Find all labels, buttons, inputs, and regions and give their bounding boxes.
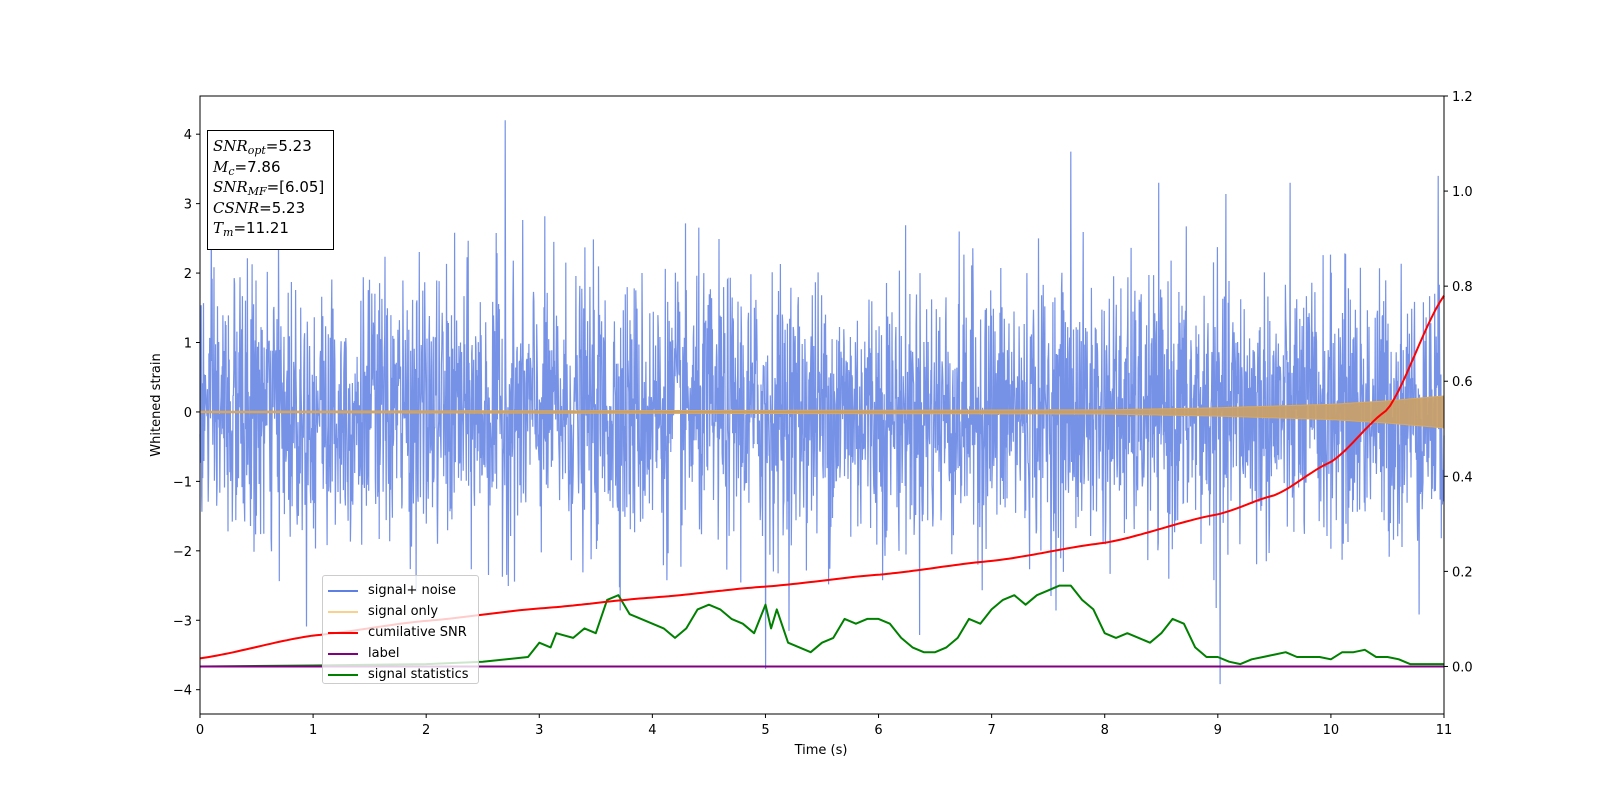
x-tick-label: 9 (1214, 723, 1222, 738)
legend: signal+ noise signal only cumilative SNR… (322, 575, 479, 684)
legend-swatch-signal-noise (328, 589, 358, 592)
x-tick-label: 4 (648, 723, 656, 738)
y2-tick-label: 0.6 (1452, 375, 1473, 390)
y-tick-label: 4 (184, 128, 192, 143)
legend-swatch-signal-only (328, 610, 358, 613)
legend-item-cumulative-snr: cumilative SNR (328, 622, 478, 643)
legend-label: signal only (368, 604, 439, 619)
x-axis: 0 1 2 3 4 5 6 7 8 9 10 11 (196, 714, 1452, 738)
signal-noise-line (199, 120, 1445, 685)
x-tick-label: 7 (987, 723, 995, 738)
legend-item-label: label (328, 643, 478, 664)
legend-item-signal-only: signal only (328, 601, 478, 622)
y-tick-label: 0 (184, 406, 192, 421)
legend-swatch-signal-statistics (328, 673, 358, 676)
legend-label: label (368, 646, 400, 661)
x-tick-label: 8 (1101, 723, 1109, 738)
annotation-box: SNRopt=5.23 Mc=7.86 SNRMF=[6.05] CSNR=5.… (207, 130, 334, 250)
x-axis-label: Time (s) (794, 743, 848, 758)
y-axis-right: 0.0 0.2 0.4 0.6 0.8 1.0 1.2 (1444, 90, 1473, 675)
legend-item-signal-statistics: signal statistics (328, 664, 478, 685)
y-tick-label: 3 (184, 198, 192, 213)
y-tick-label: 1 (184, 337, 192, 352)
legend-label: signal statistics (368, 667, 469, 682)
y-tick-label: −2 (173, 545, 192, 560)
y-tick-label: −3 (173, 614, 192, 629)
y-axis-label: Whitened strain (149, 353, 164, 456)
y2-tick-label: 1.2 (1452, 90, 1473, 105)
x-tick-label: 6 (874, 723, 882, 738)
x-tick-label: 11 (1436, 723, 1453, 738)
x-tick-label: 0 (196, 723, 204, 738)
y-tick-label: −1 (173, 475, 192, 490)
y2-tick-label: 0.2 (1452, 565, 1473, 580)
y2-tick-label: 1.0 (1452, 185, 1473, 200)
snr-mf-annotation: SNRMF=[6.05] (213, 178, 325, 198)
y2-tick-label: 0.8 (1452, 280, 1473, 295)
legend-item-signal-noise: signal+ noise (328, 580, 478, 601)
x-tick-label: 1 (309, 723, 317, 738)
signal-noise-series (199, 120, 1445, 685)
y2-tick-label: 0.4 (1452, 470, 1473, 485)
legend-swatch-cumulative-snr (328, 631, 358, 634)
legend-swatch-label (328, 652, 358, 655)
y-tick-label: −4 (173, 684, 192, 699)
mc-annotation: Mc=7.86 (213, 157, 281, 178)
csnr-annotation: CSNR=5.23 (213, 198, 306, 217)
tm-annotation: Tm=11.21 (213, 219, 289, 239)
y2-tick-label: 0.0 (1452, 660, 1473, 675)
x-tick-label: 5 (761, 723, 769, 738)
signal-statistics-series (199, 584, 1444, 668)
legend-label: signal+ noise (368, 583, 457, 598)
y-axis-left: −4 −3 −2 −1 0 1 2 3 4 (173, 128, 200, 699)
legend-label: cumilative SNR (368, 625, 467, 640)
signal-statistics-line (199, 584, 1444, 668)
snr-opt-annotation: SNRopt=5.23 (213, 137, 312, 157)
plot-frame (199, 95, 1445, 715)
x-tick-label: 10 (1323, 723, 1340, 738)
y-tick-label: 2 (184, 267, 192, 282)
x-tick-label: 3 (535, 723, 543, 738)
x-tick-label: 2 (422, 723, 430, 738)
